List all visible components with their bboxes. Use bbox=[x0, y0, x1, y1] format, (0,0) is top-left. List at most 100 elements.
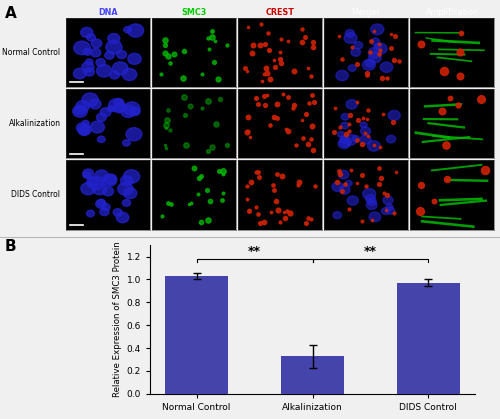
Circle shape bbox=[80, 127, 89, 135]
Circle shape bbox=[344, 134, 357, 145]
Circle shape bbox=[338, 170, 349, 179]
Circle shape bbox=[345, 29, 354, 37]
Circle shape bbox=[374, 43, 387, 54]
Circle shape bbox=[106, 41, 122, 54]
Circle shape bbox=[122, 68, 137, 80]
Circle shape bbox=[375, 43, 382, 49]
Y-axis label: Relative Expression of SMC3 Protein: Relative Expression of SMC3 Protein bbox=[114, 242, 122, 397]
Circle shape bbox=[362, 59, 376, 70]
Circle shape bbox=[336, 70, 348, 81]
Circle shape bbox=[386, 207, 394, 214]
Circle shape bbox=[108, 34, 120, 44]
Title: DNA: DNA bbox=[98, 8, 118, 17]
Circle shape bbox=[124, 26, 132, 33]
Circle shape bbox=[86, 34, 96, 41]
Circle shape bbox=[121, 105, 136, 117]
Text: **: ** bbox=[248, 245, 261, 258]
Circle shape bbox=[360, 122, 367, 128]
Y-axis label: Normal Control: Normal Control bbox=[2, 48, 60, 57]
Circle shape bbox=[346, 180, 352, 186]
Circle shape bbox=[114, 103, 126, 113]
Circle shape bbox=[98, 136, 105, 142]
Circle shape bbox=[120, 176, 132, 186]
Circle shape bbox=[332, 182, 344, 191]
Circle shape bbox=[382, 208, 390, 215]
Circle shape bbox=[368, 198, 376, 206]
Circle shape bbox=[90, 48, 101, 57]
Title: CREST: CREST bbox=[266, 8, 294, 17]
Circle shape bbox=[362, 189, 376, 199]
Circle shape bbox=[340, 185, 350, 194]
Circle shape bbox=[74, 106, 86, 115]
Circle shape bbox=[366, 201, 377, 210]
Circle shape bbox=[383, 196, 393, 204]
Circle shape bbox=[86, 210, 94, 217]
Bar bbox=[165, 276, 228, 394]
Y-axis label: DIDS Control: DIDS Control bbox=[12, 190, 60, 199]
Circle shape bbox=[386, 135, 396, 143]
Circle shape bbox=[333, 212, 342, 219]
Circle shape bbox=[351, 48, 360, 56]
Circle shape bbox=[370, 24, 384, 35]
Circle shape bbox=[371, 38, 380, 45]
Circle shape bbox=[369, 212, 380, 222]
Circle shape bbox=[84, 68, 94, 76]
Circle shape bbox=[96, 59, 106, 66]
Circle shape bbox=[128, 53, 141, 65]
Circle shape bbox=[354, 41, 362, 49]
Circle shape bbox=[104, 52, 114, 59]
Title: SMC3: SMC3 bbox=[182, 8, 206, 17]
Circle shape bbox=[118, 182, 133, 195]
Circle shape bbox=[100, 108, 111, 116]
Circle shape bbox=[110, 71, 120, 79]
Circle shape bbox=[103, 187, 114, 196]
Circle shape bbox=[108, 106, 114, 111]
Circle shape bbox=[124, 170, 140, 183]
Circle shape bbox=[366, 59, 374, 67]
Circle shape bbox=[366, 195, 376, 203]
Circle shape bbox=[74, 41, 90, 55]
Circle shape bbox=[360, 135, 371, 144]
Circle shape bbox=[86, 59, 93, 65]
Title: Amplification: Amplification bbox=[426, 8, 478, 17]
Circle shape bbox=[108, 99, 124, 112]
Circle shape bbox=[74, 68, 86, 79]
Circle shape bbox=[368, 47, 382, 58]
Circle shape bbox=[124, 102, 140, 115]
Circle shape bbox=[96, 113, 106, 122]
Circle shape bbox=[102, 204, 110, 211]
Circle shape bbox=[124, 188, 137, 199]
Circle shape bbox=[96, 200, 106, 208]
Circle shape bbox=[82, 93, 98, 106]
Circle shape bbox=[340, 137, 351, 147]
Circle shape bbox=[128, 24, 144, 37]
Circle shape bbox=[80, 27, 93, 37]
Bar bbox=[396, 283, 460, 394]
Circle shape bbox=[113, 209, 122, 216]
Circle shape bbox=[83, 169, 94, 178]
Circle shape bbox=[97, 199, 106, 206]
Circle shape bbox=[338, 132, 344, 137]
Circle shape bbox=[346, 100, 358, 109]
Circle shape bbox=[76, 123, 89, 133]
Circle shape bbox=[380, 62, 393, 72]
Circle shape bbox=[81, 183, 96, 195]
Y-axis label: Alkalinization: Alkalinization bbox=[8, 119, 60, 128]
Circle shape bbox=[96, 65, 112, 77]
Circle shape bbox=[341, 114, 349, 120]
Circle shape bbox=[82, 120, 89, 127]
Circle shape bbox=[102, 175, 117, 186]
Circle shape bbox=[386, 204, 393, 210]
Circle shape bbox=[91, 39, 102, 48]
Circle shape bbox=[76, 101, 90, 112]
Text: B: B bbox=[5, 239, 16, 254]
Circle shape bbox=[95, 170, 108, 181]
Circle shape bbox=[368, 52, 382, 63]
Circle shape bbox=[90, 121, 104, 133]
Circle shape bbox=[112, 62, 128, 75]
Circle shape bbox=[114, 98, 124, 107]
Text: **: ** bbox=[364, 245, 377, 258]
Circle shape bbox=[130, 107, 140, 116]
Circle shape bbox=[122, 140, 130, 146]
Circle shape bbox=[104, 174, 117, 184]
